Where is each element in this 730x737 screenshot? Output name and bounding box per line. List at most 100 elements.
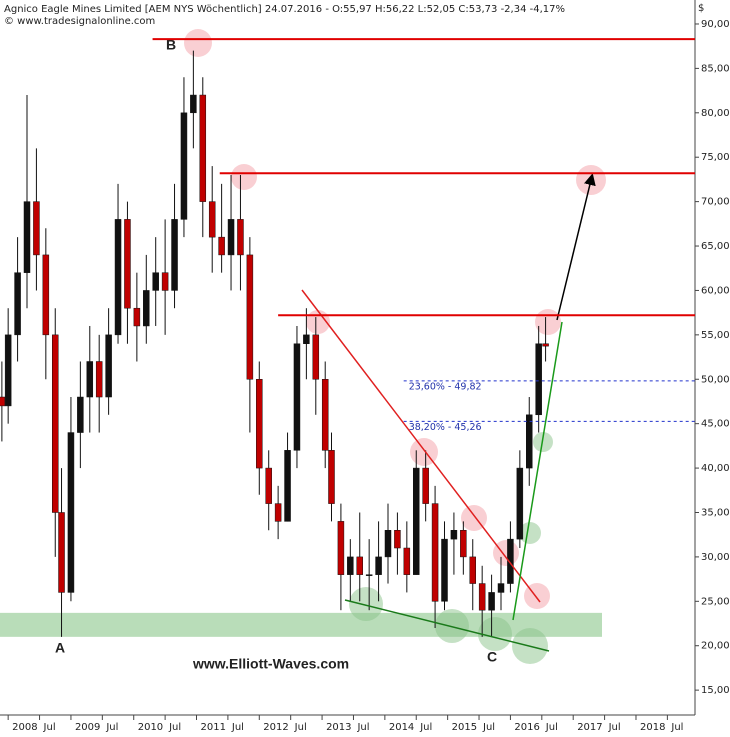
candle-body [478, 583, 486, 611]
x-tick-label: Jul [419, 722, 432, 733]
x-tick-label: Jul [231, 722, 244, 733]
y-tick-label: 90,00 [701, 19, 730, 30]
fib-label: 23,60% - 49,82 [409, 381, 482, 392]
arrow [556, 173, 596, 321]
y-tick-label: 30,00 [701, 552, 730, 563]
candle-body [337, 521, 345, 575]
candle-body [124, 219, 131, 309]
candle-body [394, 530, 401, 549]
trend-line [301, 289, 541, 603]
candle-body [312, 334, 320, 380]
y-tick-label: 40,00 [701, 463, 730, 474]
candle-body [4, 334, 12, 407]
candle-body [265, 467, 272, 504]
candle-body [526, 414, 533, 469]
candle-body [516, 467, 524, 540]
candle-body [328, 450, 335, 504]
x-tick-label: Jul [670, 722, 683, 733]
candle-body [303, 334, 310, 344]
site-label: www.Elliott-Waves.com [192, 656, 349, 672]
x-tick-label: Jul [482, 722, 495, 733]
y-tick-label: 65,00 [701, 241, 730, 252]
x-tick-label: 2009 [75, 722, 100, 733]
candle-body [375, 556, 382, 575]
x-tick-label: 2017 [577, 722, 602, 733]
candle-body [95, 361, 103, 398]
candle-body [422, 467, 429, 504]
x-tick-label: 2013 [326, 722, 351, 733]
candle-body [199, 94, 207, 202]
candles [0, 50, 549, 637]
candle-body [441, 538, 448, 602]
candle-body [86, 361, 94, 398]
x-tick-label: Jul [294, 722, 307, 733]
y-tick-label: 50,00 [701, 374, 730, 385]
candle-body [384, 530, 392, 558]
y-tick-label: 70,00 [701, 197, 730, 208]
candle-body [321, 379, 329, 451]
x-tick-label: Jul [545, 722, 558, 733]
trendlines [301, 173, 596, 652]
x-tick-label: 2015 [452, 722, 477, 733]
y-tick-label: 55,00 [701, 330, 730, 341]
candle-body [14, 272, 21, 336]
candle-body [274, 503, 282, 522]
x-tick-label: Jul [356, 722, 369, 733]
label-b: B [166, 37, 176, 53]
candle-body [218, 236, 225, 256]
currency: $ [698, 3, 704, 14]
candle-body [542, 343, 549, 347]
candle-body [51, 334, 59, 513]
y-tick-label: 80,00 [701, 108, 730, 119]
candle-body [469, 556, 477, 584]
candle-body [105, 334, 112, 398]
candle-body [535, 343, 542, 416]
candle-body [190, 94, 197, 114]
x-tick-label: 2008 [12, 722, 37, 733]
x-tick-label: 2016 [514, 722, 539, 733]
candle-body [237, 219, 244, 256]
candle-body [488, 592, 495, 611]
x-tick-label: Jul [43, 722, 56, 733]
candle-body [293, 343, 301, 451]
candle-body [143, 290, 150, 327]
x-tick-label: 2010 [138, 722, 163, 733]
y-tick-label: 85,00 [701, 63, 730, 74]
trend-line [512, 321, 563, 621]
candle-body [161, 272, 169, 291]
label-c: C [487, 649, 497, 665]
candle-body [460, 530, 467, 558]
candle-body [152, 272, 159, 291]
y-tick-label: 25,00 [701, 596, 730, 607]
candle-body [507, 538, 514, 584]
x-tick-label: 2014 [389, 722, 414, 733]
candle-body [114, 219, 122, 336]
candle-body [356, 556, 363, 575]
fib-label: 38,20% - 45,26 [409, 422, 482, 433]
y-tick-label: 20,00 [701, 641, 730, 652]
subtitle: © www.tradesignalonline.com [4, 16, 155, 27]
candle-body [256, 379, 263, 469]
candle-body [133, 307, 141, 327]
candle-body [403, 547, 411, 575]
y-tick-label: 75,00 [701, 152, 730, 163]
candle-body [412, 467, 420, 575]
candle-body [58, 512, 65, 593]
x-tick-label: Jul [168, 722, 181, 733]
candle-body [208, 201, 216, 238]
trend-line [344, 599, 550, 652]
x-tick-label: Jul [105, 722, 118, 733]
label-a: A [55, 640, 65, 656]
candle-body [171, 219, 178, 291]
y-tick-label: 35,00 [701, 507, 730, 518]
y-tick-label: 15,00 [701, 685, 730, 696]
candle-body [227, 219, 235, 256]
x-tick-label: Jul [608, 722, 621, 733]
candle-body [365, 574, 373, 576]
x-tick-label: 2012 [263, 722, 288, 733]
candle-body [246, 254, 254, 380]
y-tick-label: 60,00 [701, 285, 730, 296]
chart-title: Agnico Eagle Mines Limited [AEM NYS Wöch… [4, 4, 565, 15]
